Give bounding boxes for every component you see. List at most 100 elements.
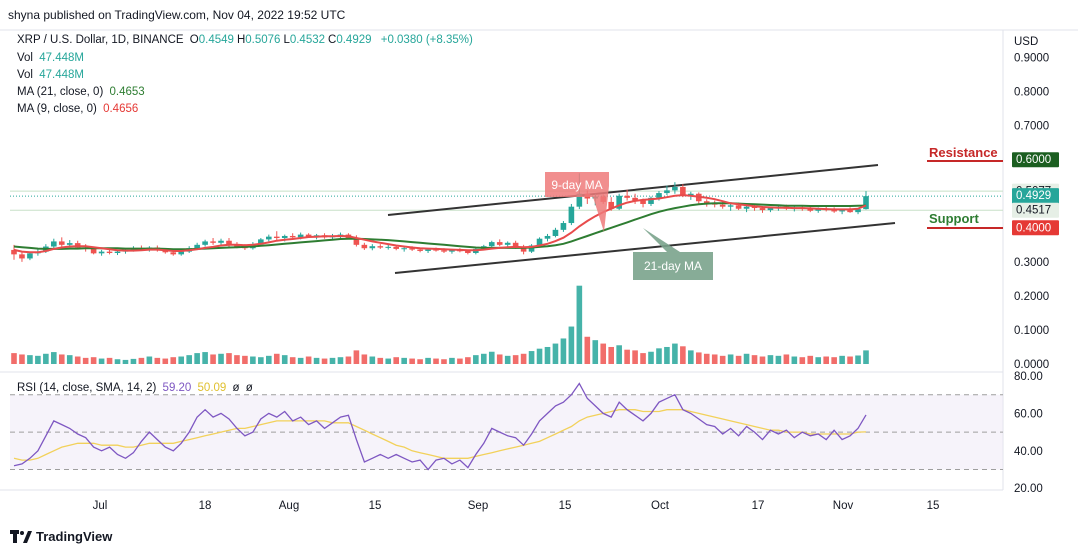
rsi-legend[interactable]: RSI (14, close, SMA, 14, 2) 59.20 50.09 … — [17, 382, 256, 394]
ma21-legend[interactable]: MA (21, close, 0) 0.4653 — [17, 86, 148, 98]
volume-bar — [759, 356, 766, 364]
candle-body — [751, 206, 758, 209]
candle-body — [425, 249, 431, 251]
upper-trendline — [387, 164, 879, 216]
volume-bar — [672, 343, 678, 364]
candle-body — [648, 197, 654, 204]
volume-bar — [839, 355, 845, 364]
candle-body — [616, 195, 622, 209]
volume-bar — [273, 353, 280, 364]
rsi-axis-label: 20.00 — [1014, 483, 1043, 495]
volume-bar — [114, 359, 121, 364]
price-axis-label: 0.1000 — [1014, 325, 1049, 337]
candle-body — [449, 250, 455, 252]
candle-body — [552, 229, 559, 236]
volume-bar — [27, 355, 33, 364]
candle-body — [512, 242, 519, 248]
publish-info: shyna published on TradingView.com, Nov … — [8, 8, 346, 22]
price-marker-label: 0.6000 — [1016, 154, 1051, 166]
volume-bar — [66, 355, 73, 364]
ma9-legend[interactable]: MA (9, close, 0) 0.4656 — [17, 103, 141, 115]
candle-body — [353, 238, 360, 245]
volume-bar — [552, 343, 559, 364]
lower-trendline — [394, 222, 896, 274]
candle-body — [305, 234, 312, 237]
candle-body — [401, 248, 407, 250]
volume-bar — [775, 355, 782, 364]
symbol-legend[interactable]: XRP / U.S. Dollar, 1D, BINANCE O0.4549 H0… — [17, 34, 476, 46]
rsi-sma-line — [13, 409, 867, 461]
ohlc-value-h: 0.5076 — [245, 34, 281, 46]
volume-bar — [178, 356, 185, 364]
volume-bar — [337, 357, 344, 364]
candle-body — [273, 236, 280, 239]
tradingview-logo[interactable]: TradingView — [10, 529, 112, 544]
volume-bar — [226, 353, 232, 364]
candle-body — [528, 245, 535, 252]
volume-bar — [353, 350, 360, 364]
volume-bar — [234, 355, 240, 364]
candle-body — [504, 242, 511, 245]
support-label: Support — [929, 211, 979, 226]
volume-bar — [488, 351, 495, 364]
time-axis-label: 17 — [752, 500, 765, 512]
candle-body — [560, 223, 567, 230]
rsi-line — [13, 382, 867, 471]
ma9-value: 0.4656 — [103, 103, 139, 115]
ma21-callout-label: 21-day MA — [644, 259, 702, 273]
volume-bar — [520, 353, 527, 364]
candle-body — [361, 244, 368, 249]
candle-body — [433, 249, 439, 251]
volume-bar — [465, 357, 471, 364]
candle-body — [417, 249, 423, 251]
candle-body — [703, 201, 710, 204]
ma9-callout-label: 9-day MA — [551, 178, 602, 192]
candle-body — [226, 240, 232, 245]
volume-bar — [58, 354, 65, 364]
volume-bar — [242, 355, 248, 364]
price-marker — [1012, 202, 1059, 218]
candle-body — [640, 200, 646, 204]
volume-bar — [186, 355, 192, 364]
candle-body — [297, 234, 304, 238]
volume-bar — [608, 346, 614, 364]
vol-legend-1[interactable]: Vol 47.448M — [17, 52, 87, 64]
candle-body — [496, 242, 503, 245]
candle-body — [759, 208, 766, 211]
candle-body — [51, 241, 57, 247]
candle-body — [815, 208, 822, 211]
time-axis-label: 18 — [199, 500, 212, 512]
candle-body — [11, 249, 17, 255]
volume-bar — [345, 356, 352, 364]
candle-body — [58, 241, 65, 245]
volume-bar — [130, 358, 137, 364]
volume-bar — [783, 354, 790, 364]
ma9-line — [13, 194, 867, 254]
ohlc-key-o: O — [189, 34, 199, 46]
volume-bar — [162, 358, 169, 364]
volume-bar — [496, 354, 503, 364]
currency-label: USD — [1014, 36, 1038, 48]
volume-bar — [321, 358, 328, 364]
ma21-callout-box — [633, 228, 713, 280]
volume-bar — [648, 351, 654, 364]
candle-body — [727, 205, 734, 207]
volume-bar — [106, 357, 113, 364]
volume-bar — [711, 354, 718, 364]
volume-bar — [847, 356, 853, 364]
vol-legend-2[interactable]: Vol 47.448M — [17, 69, 87, 81]
candle-body — [441, 250, 447, 252]
volume-bar — [417, 359, 423, 364]
volume-bar — [576, 285, 583, 364]
volume-bar — [250, 356, 256, 364]
candle-body — [488, 242, 495, 247]
candle-body — [281, 235, 288, 239]
ma9-callout-box — [545, 172, 609, 232]
volume-bar — [568, 326, 575, 364]
volume-bar — [441, 359, 447, 364]
candle-body — [170, 252, 177, 255]
candle-body — [807, 208, 814, 211]
time-axis-label: Aug — [279, 500, 299, 512]
volume-bar — [703, 353, 710, 364]
